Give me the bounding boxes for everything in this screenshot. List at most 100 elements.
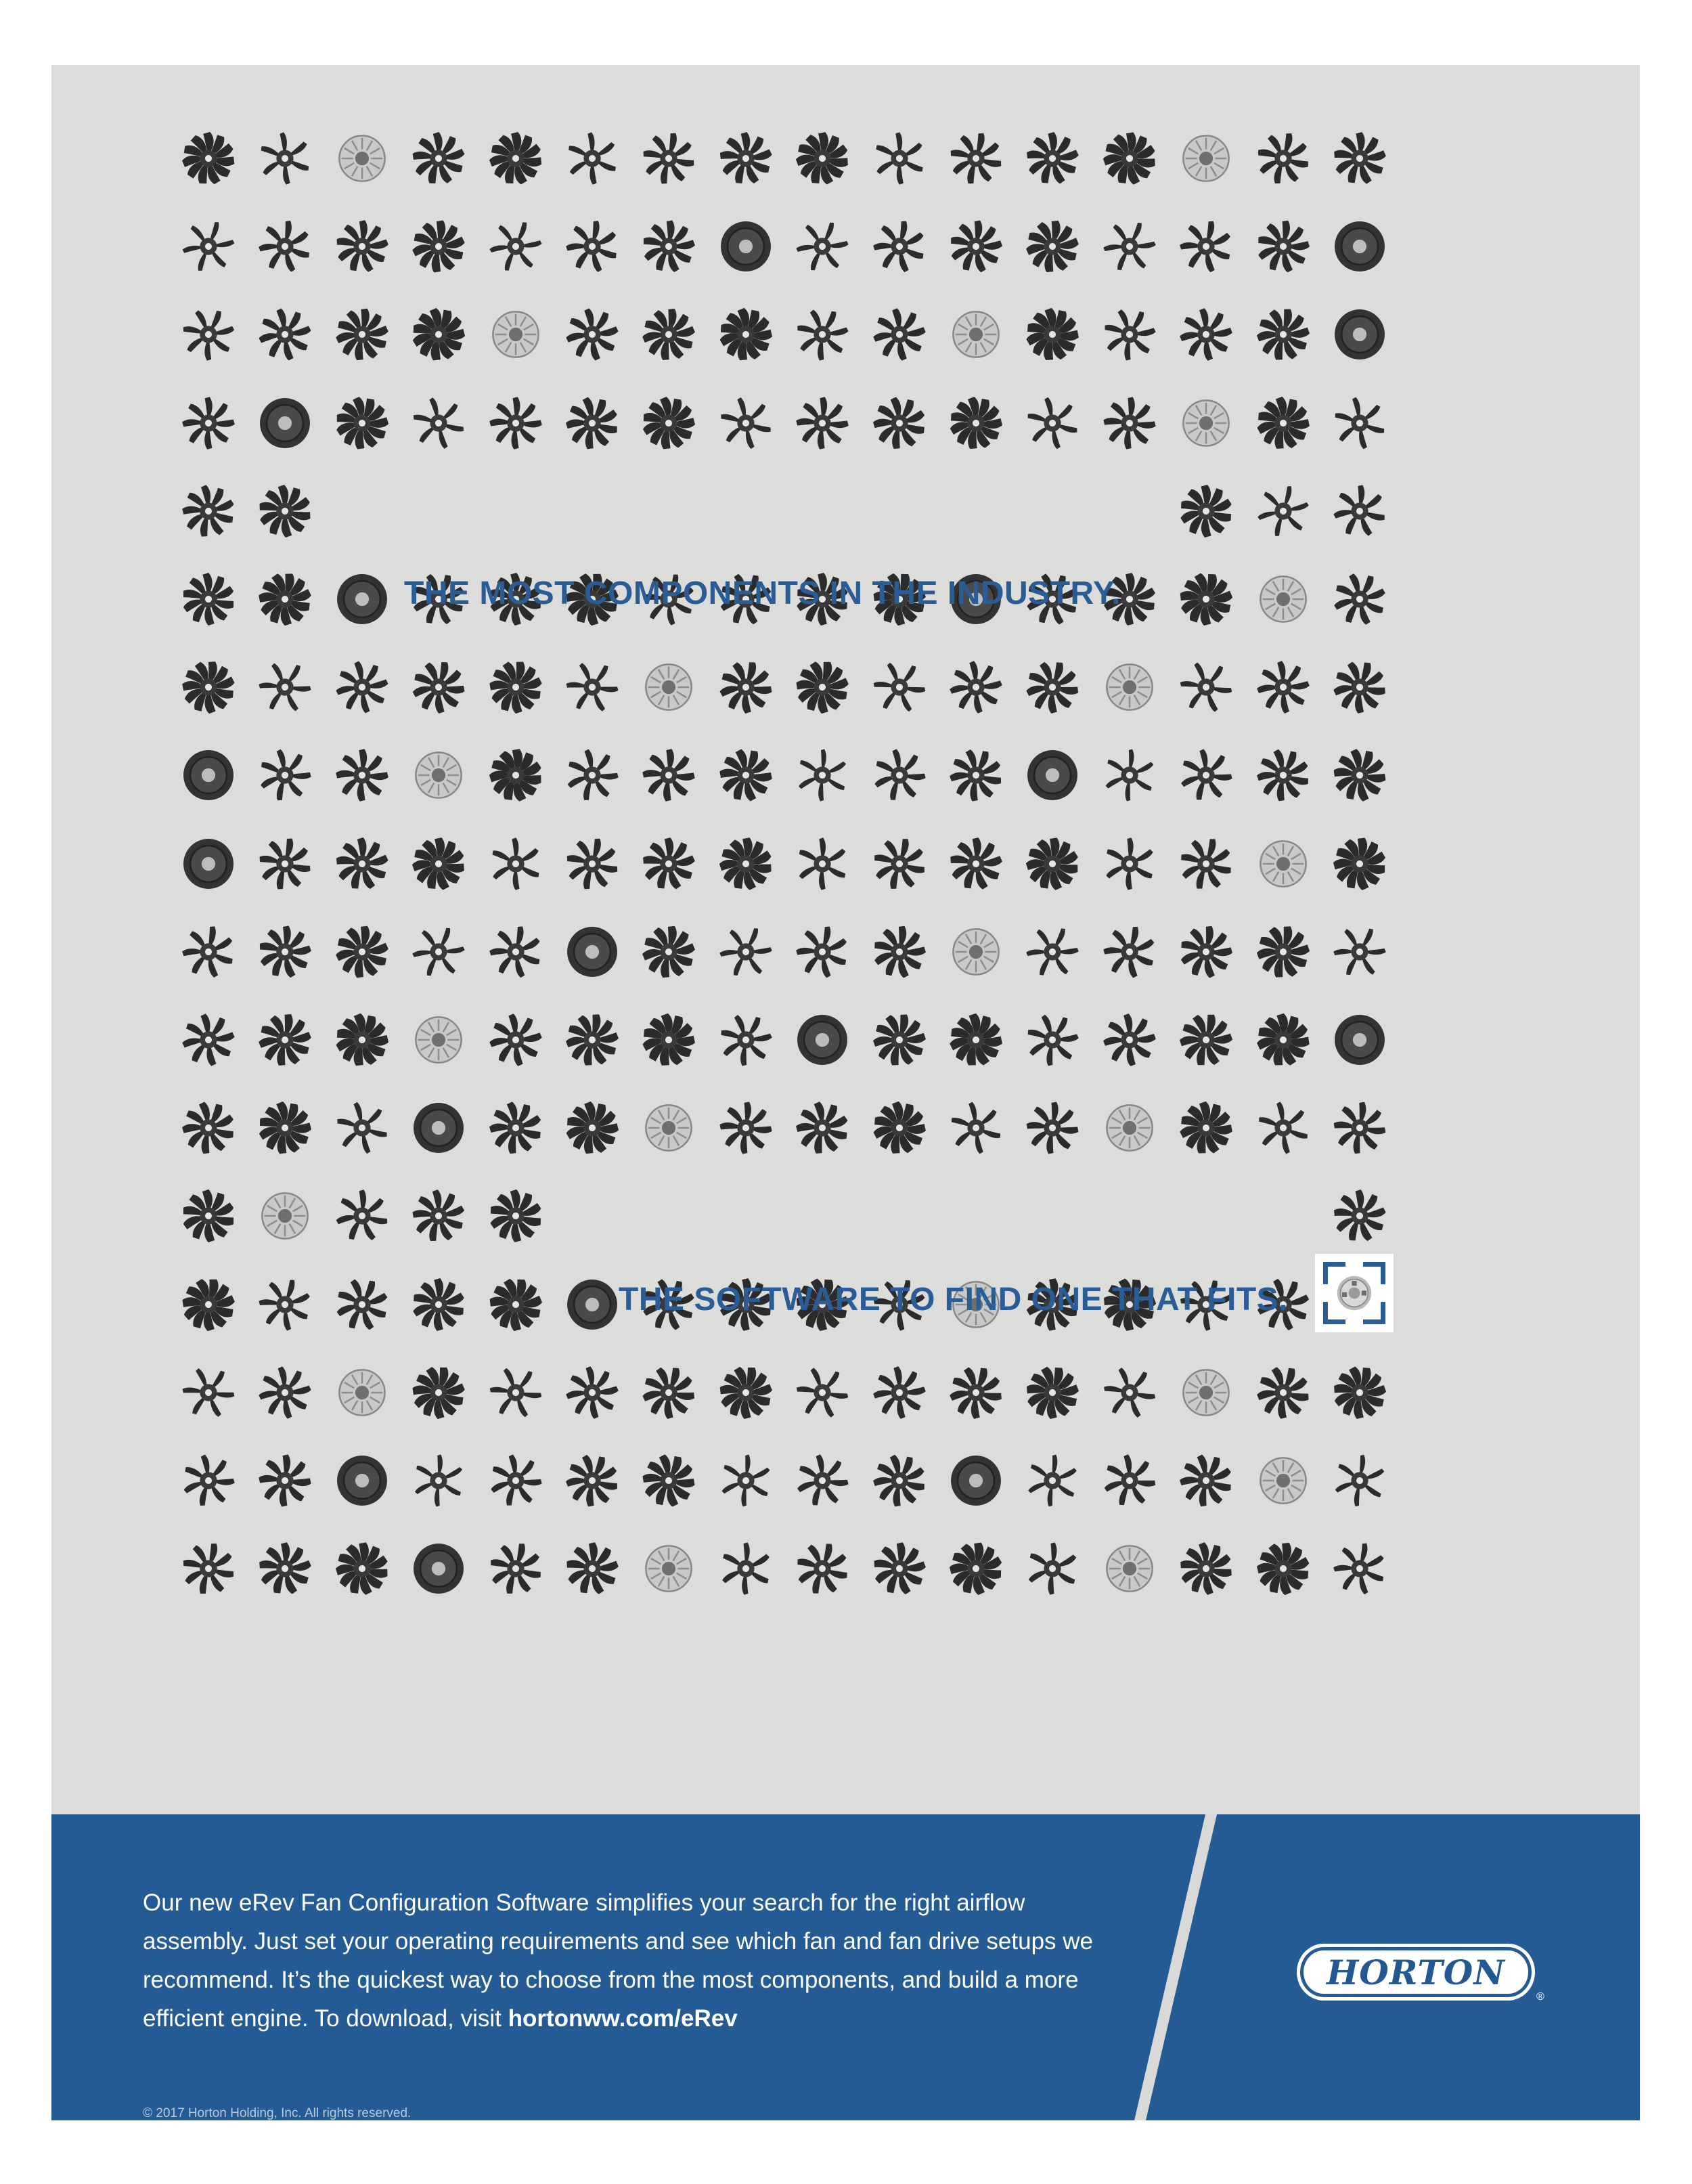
fan-blade-icon	[1101, 571, 1158, 628]
fan-blade-icon	[1331, 835, 1388, 892]
fan-blade-icon	[334, 747, 391, 804]
fan-blade-icon	[334, 923, 391, 980]
fan-blade-icon	[1024, 923, 1081, 980]
fan-blade-icon	[410, 1276, 467, 1333]
frame-corner	[1363, 1302, 1385, 1324]
fan-blade-icon	[1255, 483, 1312, 540]
fan-blade-icon	[180, 659, 237, 716]
fan-blade-icon	[564, 1540, 621, 1597]
fan-blade-icon	[410, 395, 467, 452]
fan-blade-icon	[564, 659, 621, 716]
fan-blade-icon	[1255, 130, 1312, 187]
fan-blade-icon	[1024, 1540, 1081, 1597]
fan-blade-icon	[180, 1540, 237, 1597]
fan-blade-icon	[180, 1099, 237, 1156]
fan-blade-icon	[871, 923, 928, 980]
fan-blade-icon	[564, 218, 621, 275]
fan-blade-icon	[1178, 1540, 1234, 1597]
fan-blade-icon	[410, 1187, 467, 1244]
fan-blade-icon	[180, 306, 237, 363]
copyright-notice: © 2017 Horton Holding, Inc. All rights r…	[143, 2106, 411, 2120]
fan-blade-icon	[871, 659, 928, 716]
fan-blade-icon	[1331, 1364, 1388, 1421]
fan-blade-icon	[871, 306, 928, 363]
fan-blade-icon	[257, 130, 313, 187]
fan-blade-icon	[257, 1099, 313, 1156]
fan-blade-icon	[487, 659, 544, 716]
fan-blade-icon	[1331, 1540, 1388, 1597]
fan-blade-icon	[1178, 571, 1234, 628]
fan-blade-icon	[410, 306, 467, 363]
footer-body-text: Our new eRev Fan Configuration Software …	[143, 1883, 1104, 2038]
fan-blade-icon	[257, 923, 313, 980]
fan-blade-icon	[410, 923, 467, 980]
registered-mark: ®	[1536, 1991, 1544, 2003]
fan-drive-icon	[564, 923, 621, 980]
fan-blade-icon	[1101, 1276, 1158, 1333]
fan-blade-icon	[948, 218, 1004, 275]
fan-blade-icon	[257, 483, 313, 540]
fan-blade-icon	[487, 571, 544, 628]
fan-blade-icon	[1178, 1276, 1234, 1333]
fan-blade-icon	[1178, 218, 1234, 275]
fan-blade-icon	[410, 571, 467, 628]
fan-blade-icon	[1178, 659, 1234, 716]
headline-most-components: THE MOST COMPONENTS IN THE INDUSTRY.	[404, 575, 1121, 611]
fan-drive-icon	[257, 395, 313, 452]
fan-blade-icon	[1255, 1540, 1312, 1597]
fan-clutch-icon	[1178, 130, 1234, 187]
fan-blade-icon	[180, 395, 237, 452]
fan-blade-icon	[1024, 835, 1081, 892]
fan-blade-icon	[640, 1364, 697, 1421]
fan-blade-icon	[1255, 923, 1312, 980]
fan-blade-icon	[1255, 395, 1312, 452]
fan-blade-icon	[1024, 659, 1081, 716]
fan-blade-icon	[1255, 747, 1312, 804]
fan-blade-icon	[487, 1099, 544, 1156]
fan-blade-icon	[717, 306, 774, 363]
fan-blade-icon	[794, 1099, 851, 1156]
fan-blade-icon	[180, 1276, 237, 1333]
fan-clutch-icon	[334, 130, 391, 187]
fan-blade-icon	[794, 571, 851, 628]
fan-blade-icon	[640, 923, 697, 980]
fan-blade-icon	[794, 1364, 851, 1421]
fan-blade-icon	[487, 1540, 544, 1597]
fan-blade-icon	[1255, 1011, 1312, 1068]
fan-blade-icon	[1101, 1364, 1158, 1421]
fan-blade-icon	[794, 1276, 851, 1333]
fan-clutch-icon	[1178, 1364, 1234, 1421]
fan-blade-icon	[717, 1540, 774, 1597]
fan-clutch-icon	[948, 1276, 1004, 1333]
frame-corner	[1323, 1262, 1345, 1284]
horton-logo: HORTON ®	[1297, 1944, 1549, 2009]
fan-blade-icon	[1101, 747, 1158, 804]
fan-blade-icon	[1101, 923, 1158, 980]
fan-blade-icon	[1255, 1099, 1312, 1156]
fan-drive-icon	[1331, 306, 1388, 363]
fan-blade-icon	[564, 1452, 621, 1509]
fan-blade-icon	[257, 1011, 313, 1068]
fan-blade-icon	[180, 483, 237, 540]
download-link[interactable]: hortonww.com/eRev	[508, 2005, 738, 2032]
fan-blade-icon	[334, 1187, 391, 1244]
fan-blade-icon	[1024, 571, 1081, 628]
fan-blade-icon	[180, 130, 237, 187]
fan-blade-icon	[948, 1099, 1004, 1156]
fan-blade-icon	[717, 130, 774, 187]
selected-component-frame	[1315, 1254, 1394, 1332]
fan-blade-icon	[871, 835, 928, 892]
fan-blade-icon	[948, 659, 1004, 716]
fan-blade-icon	[257, 1540, 313, 1597]
fan-blade-icon	[334, 395, 391, 452]
fan-blade-icon	[1178, 483, 1234, 540]
fan-blade-icon	[1101, 306, 1158, 363]
fan-drive-icon	[410, 1099, 467, 1156]
fan-blade-icon	[1255, 659, 1312, 716]
body-copy-text: Our new eRev Fan Configuration Software …	[143, 1890, 1093, 2032]
fan-blade-icon	[1331, 1099, 1388, 1156]
fan-blade-icon	[487, 835, 544, 892]
fan-blade-icon	[564, 571, 621, 628]
fan-blade-icon	[334, 1099, 391, 1156]
fan-blade-icon	[410, 1364, 467, 1421]
